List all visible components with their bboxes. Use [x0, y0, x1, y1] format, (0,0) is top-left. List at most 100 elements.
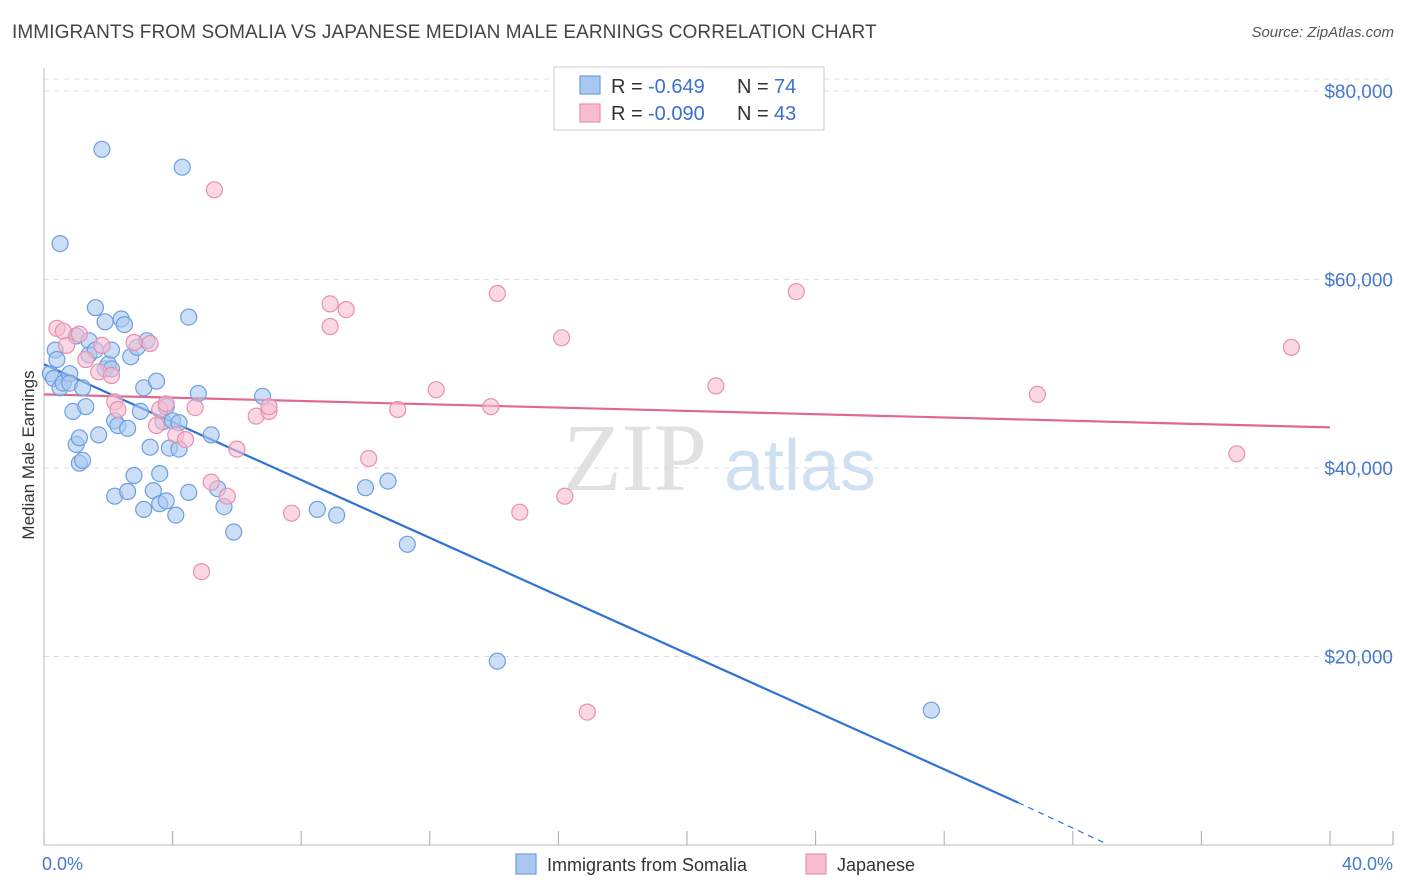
point-japanese-31	[389, 400, 407, 419]
point-japanese-37	[556, 487, 574, 505]
data-points	[41, 140, 1301, 721]
point-somalia-57	[180, 308, 198, 326]
point-somalia-55	[173, 158, 191, 176]
point-japanese-25	[260, 398, 278, 416]
point-somalia-19	[86, 299, 105, 317]
point-japanese-4	[77, 350, 95, 369]
point-somalia-65	[328, 506, 346, 524]
point-somalia-45	[151, 465, 169, 483]
point-somalia-69	[488, 652, 506, 670]
chart-title: IMMIGRANTS FROM SOMALIA VS JAPANESE MEDI…	[12, 22, 877, 43]
point-somalia-22	[93, 140, 111, 158]
point-japanese-29	[337, 301, 355, 319]
point-somalia-66	[356, 479, 375, 497]
legend-n-label-japanese: N =	[737, 103, 769, 125]
point-somalia-21	[90, 426, 108, 444]
point-japanese-2	[57, 336, 76, 354]
point-japanese-7	[102, 366, 121, 385]
point-somalia-14	[73, 451, 92, 469]
legend-bottom-swatch-japanese	[805, 853, 827, 875]
legend-swatch-somalia	[579, 75, 601, 95]
y-axis-label: Median Male Earnings	[19, 370, 38, 539]
point-japanese-40	[787, 283, 805, 301]
point-japanese-18	[192, 562, 211, 581]
point-japanese-36	[552, 329, 571, 347]
point-somalia-16	[77, 398, 95, 416]
point-japanese-33	[482, 398, 500, 416]
point-somalia-42	[141, 438, 159, 456]
point-somalia-12	[70, 429, 89, 447]
point-japanese-26	[283, 504, 301, 522]
point-somalia-64	[308, 500, 326, 518]
point-japanese-14	[157, 395, 175, 413]
point-japanese-22	[228, 440, 246, 458]
legend-n-value-somalia: 74	[774, 76, 796, 98]
legend-bottom: Immigrants from Somalia Japanese	[515, 853, 915, 875]
legend-r-label-japanese: R =	[611, 103, 643, 125]
point-somalia-68	[398, 535, 416, 553]
point-japanese-17	[186, 399, 204, 417]
legend-n-label-somalia: N =	[737, 76, 769, 98]
point-somalia-56	[180, 483, 198, 501]
legend-n-value-japanese: 43	[774, 103, 796, 125]
point-somalia-48	[157, 492, 175, 510]
point-japanese-42	[1228, 445, 1246, 463]
trend-line-extension-somalia	[1017, 802, 1106, 844]
point-somalia-67	[379, 472, 397, 490]
point-somalia-32	[115, 316, 134, 334]
legend-bottom-swatch-somalia	[515, 853, 537, 875]
point-japanese-32	[427, 381, 445, 399]
source-credit: Source: ZipAtlas.com	[1251, 24, 1394, 41]
grid-lines: $20,000 $40,000 $60,000 $80,000	[44, 78, 1393, 668]
point-somalia-4	[51, 235, 69, 253]
point-somalia-24	[96, 313, 114, 331]
legend-bottom-label-somalia: Immigrants from Somalia	[547, 855, 748, 875]
point-somalia-58	[189, 384, 207, 403]
point-somalia-3	[48, 350, 66, 369]
point-japanese-20	[205, 181, 223, 199]
legend-top: R = -0.649 N = 74 R = -0.090 N = 43	[553, 66, 825, 131]
point-somalia-15	[73, 379, 92, 397]
point-japanese-1	[54, 322, 72, 340]
point-japanese-9	[109, 400, 127, 419]
x-tick-label-left: 0.0%	[42, 854, 83, 874]
legend-bottom-label-japanese: Japanese	[837, 855, 915, 875]
axes	[43, 68, 1394, 846]
point-somalia-34	[118, 419, 137, 437]
legend-r-value-somalia: -0.649	[648, 76, 705, 98]
point-somalia-62	[225, 523, 243, 541]
point-somalia-52	[167, 506, 185, 524]
watermark-zip: ZIP	[563, 404, 707, 511]
y-tick-label-3: $80,000	[1324, 82, 1393, 103]
point-japanese-6	[93, 336, 111, 354]
point-somalia-40	[135, 500, 153, 518]
point-somalia-59	[202, 426, 220, 444]
x-tick-label-right: 40.0%	[1342, 854, 1393, 874]
point-japanese-27	[321, 295, 339, 313]
point-japanese-35	[511, 503, 529, 521]
point-japanese-39	[707, 377, 725, 395]
point-somalia-38	[131, 402, 149, 420]
point-japanese-41	[1028, 385, 1047, 403]
point-somalia-70	[922, 701, 940, 719]
point-japanese-34	[488, 284, 506, 303]
point-japanese-28	[321, 317, 339, 336]
y-tick-label-2: $60,000	[1324, 270, 1393, 291]
point-japanese-19	[202, 473, 220, 491]
point-japanese-21	[218, 487, 236, 505]
point-japanese-11	[141, 334, 159, 353]
legend-r-label-somalia: R =	[611, 76, 643, 98]
point-japanese-30	[360, 449, 378, 468]
point-japanese-10	[125, 333, 143, 352]
point-japanese-16	[176, 431, 195, 449]
point-somalia-44	[147, 372, 166, 390]
y-tick-label-1: $40,000	[1324, 459, 1393, 480]
legend-swatch-japanese	[579, 103, 601, 123]
legend-r-value-japanese: -0.090	[648, 103, 705, 125]
watermark-atlas: atlas	[724, 426, 876, 506]
point-japanese-12	[147, 416, 166, 435]
point-somalia-36	[125, 466, 143, 485]
y-tick-label-0: $20,000	[1324, 647, 1393, 668]
point-japanese-43	[1282, 338, 1301, 356]
